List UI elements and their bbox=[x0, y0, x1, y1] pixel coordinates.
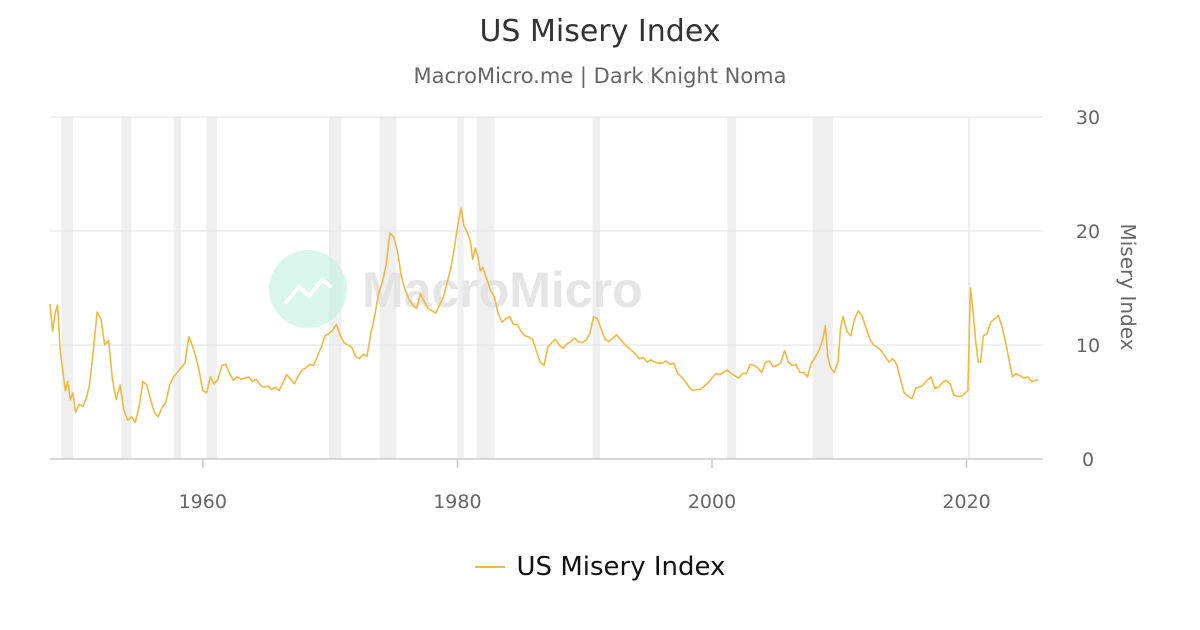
recession-band bbox=[121, 117, 132, 459]
x-tick-label: 2020 bbox=[942, 491, 990, 513]
watermark-text: MacroMicro bbox=[362, 262, 643, 318]
watermark-logo-icon bbox=[269, 250, 347, 328]
recession-band bbox=[206, 117, 217, 459]
chart-subtitle: MacroMicro.me | Dark Knight Noma bbox=[413, 64, 787, 88]
recession-band bbox=[457, 117, 464, 459]
recession-band bbox=[476, 117, 495, 459]
y-axis-title: Misery Index bbox=[1116, 223, 1140, 350]
watermark: MacroMicro bbox=[269, 250, 643, 328]
y-axis-ticks: 0 10 20 30 bbox=[1076, 107, 1100, 471]
recession-band bbox=[967, 117, 971, 459]
series-line-us-misery-index bbox=[49, 207, 1039, 424]
y-tick-label: 0 bbox=[1082, 449, 1094, 471]
recession-band bbox=[173, 117, 182, 459]
recession-band bbox=[379, 117, 397, 459]
recession-shading bbox=[61, 117, 971, 459]
gridlines bbox=[50, 116, 1043, 346]
x-tick-label: 2000 bbox=[688, 491, 736, 513]
y-tick-label: 10 bbox=[1076, 335, 1100, 357]
x-axis-ticks: 1960 1980 2000 2020 bbox=[179, 459, 991, 513]
series-layer bbox=[49, 207, 1039, 424]
x-tick-label: 1960 bbox=[179, 491, 227, 513]
legend: US Misery Index bbox=[0, 552, 1200, 582]
legend-swatch bbox=[474, 566, 505, 568]
legend-label: US Misery Index bbox=[516, 552, 726, 582]
x-tick-label: 1980 bbox=[433, 491, 481, 513]
recession-band bbox=[727, 117, 737, 459]
watermark-logo-chart-icon bbox=[284, 278, 332, 304]
y-tick-label: 20 bbox=[1076, 221, 1100, 243]
recession-band bbox=[592, 117, 600, 459]
recession-band bbox=[61, 117, 73, 459]
y-tick-label: 30 bbox=[1076, 107, 1100, 129]
chart-title: US Misery Index bbox=[479, 14, 721, 49]
recession-band bbox=[812, 117, 833, 459]
